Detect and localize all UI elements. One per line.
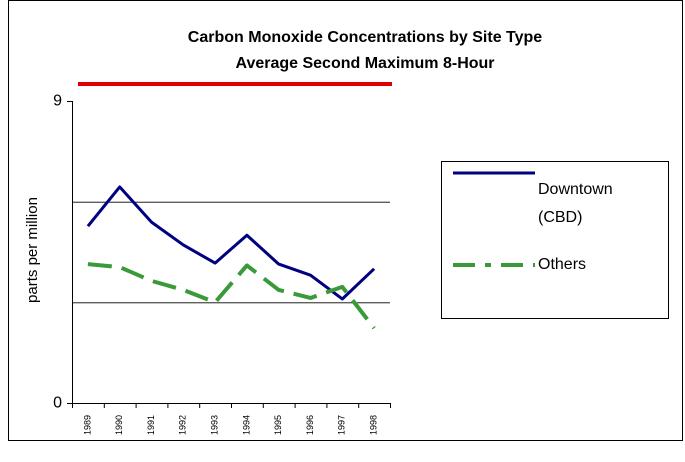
y-tick-label: 9	[53, 93, 62, 110]
x-tick-label: 1996	[305, 415, 315, 435]
x-tick-label: 1997	[337, 415, 347, 435]
x-tick-label: 1993	[209, 415, 219, 435]
x-tick-label: 1992	[178, 415, 188, 435]
chart-subtitle: Average Second Maximum 8-Hour	[235, 55, 494, 72]
legend-entry: Others	[538, 256, 587, 273]
x-tick-label: 1994	[241, 415, 251, 435]
x-tick-label: 1990	[114, 415, 124, 435]
series-line	[87, 262, 376, 330]
legend-label: Others	[538, 256, 587, 273]
x-tick-label: 1995	[273, 415, 283, 435]
x-tick-label: 1998	[368, 415, 378, 435]
y-axis-label: parts per million	[24, 197, 41, 303]
legend-entry: Downtown (CBD)	[538, 181, 613, 226]
legend-box	[441, 161, 669, 319]
x-tick-label: 1991	[146, 415, 156, 435]
chart-title: Carbon Monoxide Concentrations by Site T…	[188, 29, 543, 46]
y-tick-label: 0	[53, 395, 62, 412]
x-tick-label: 1989	[82, 415, 92, 435]
legend-label: Downtown (CBD)	[538, 181, 613, 226]
series-line	[86, 185, 376, 301]
